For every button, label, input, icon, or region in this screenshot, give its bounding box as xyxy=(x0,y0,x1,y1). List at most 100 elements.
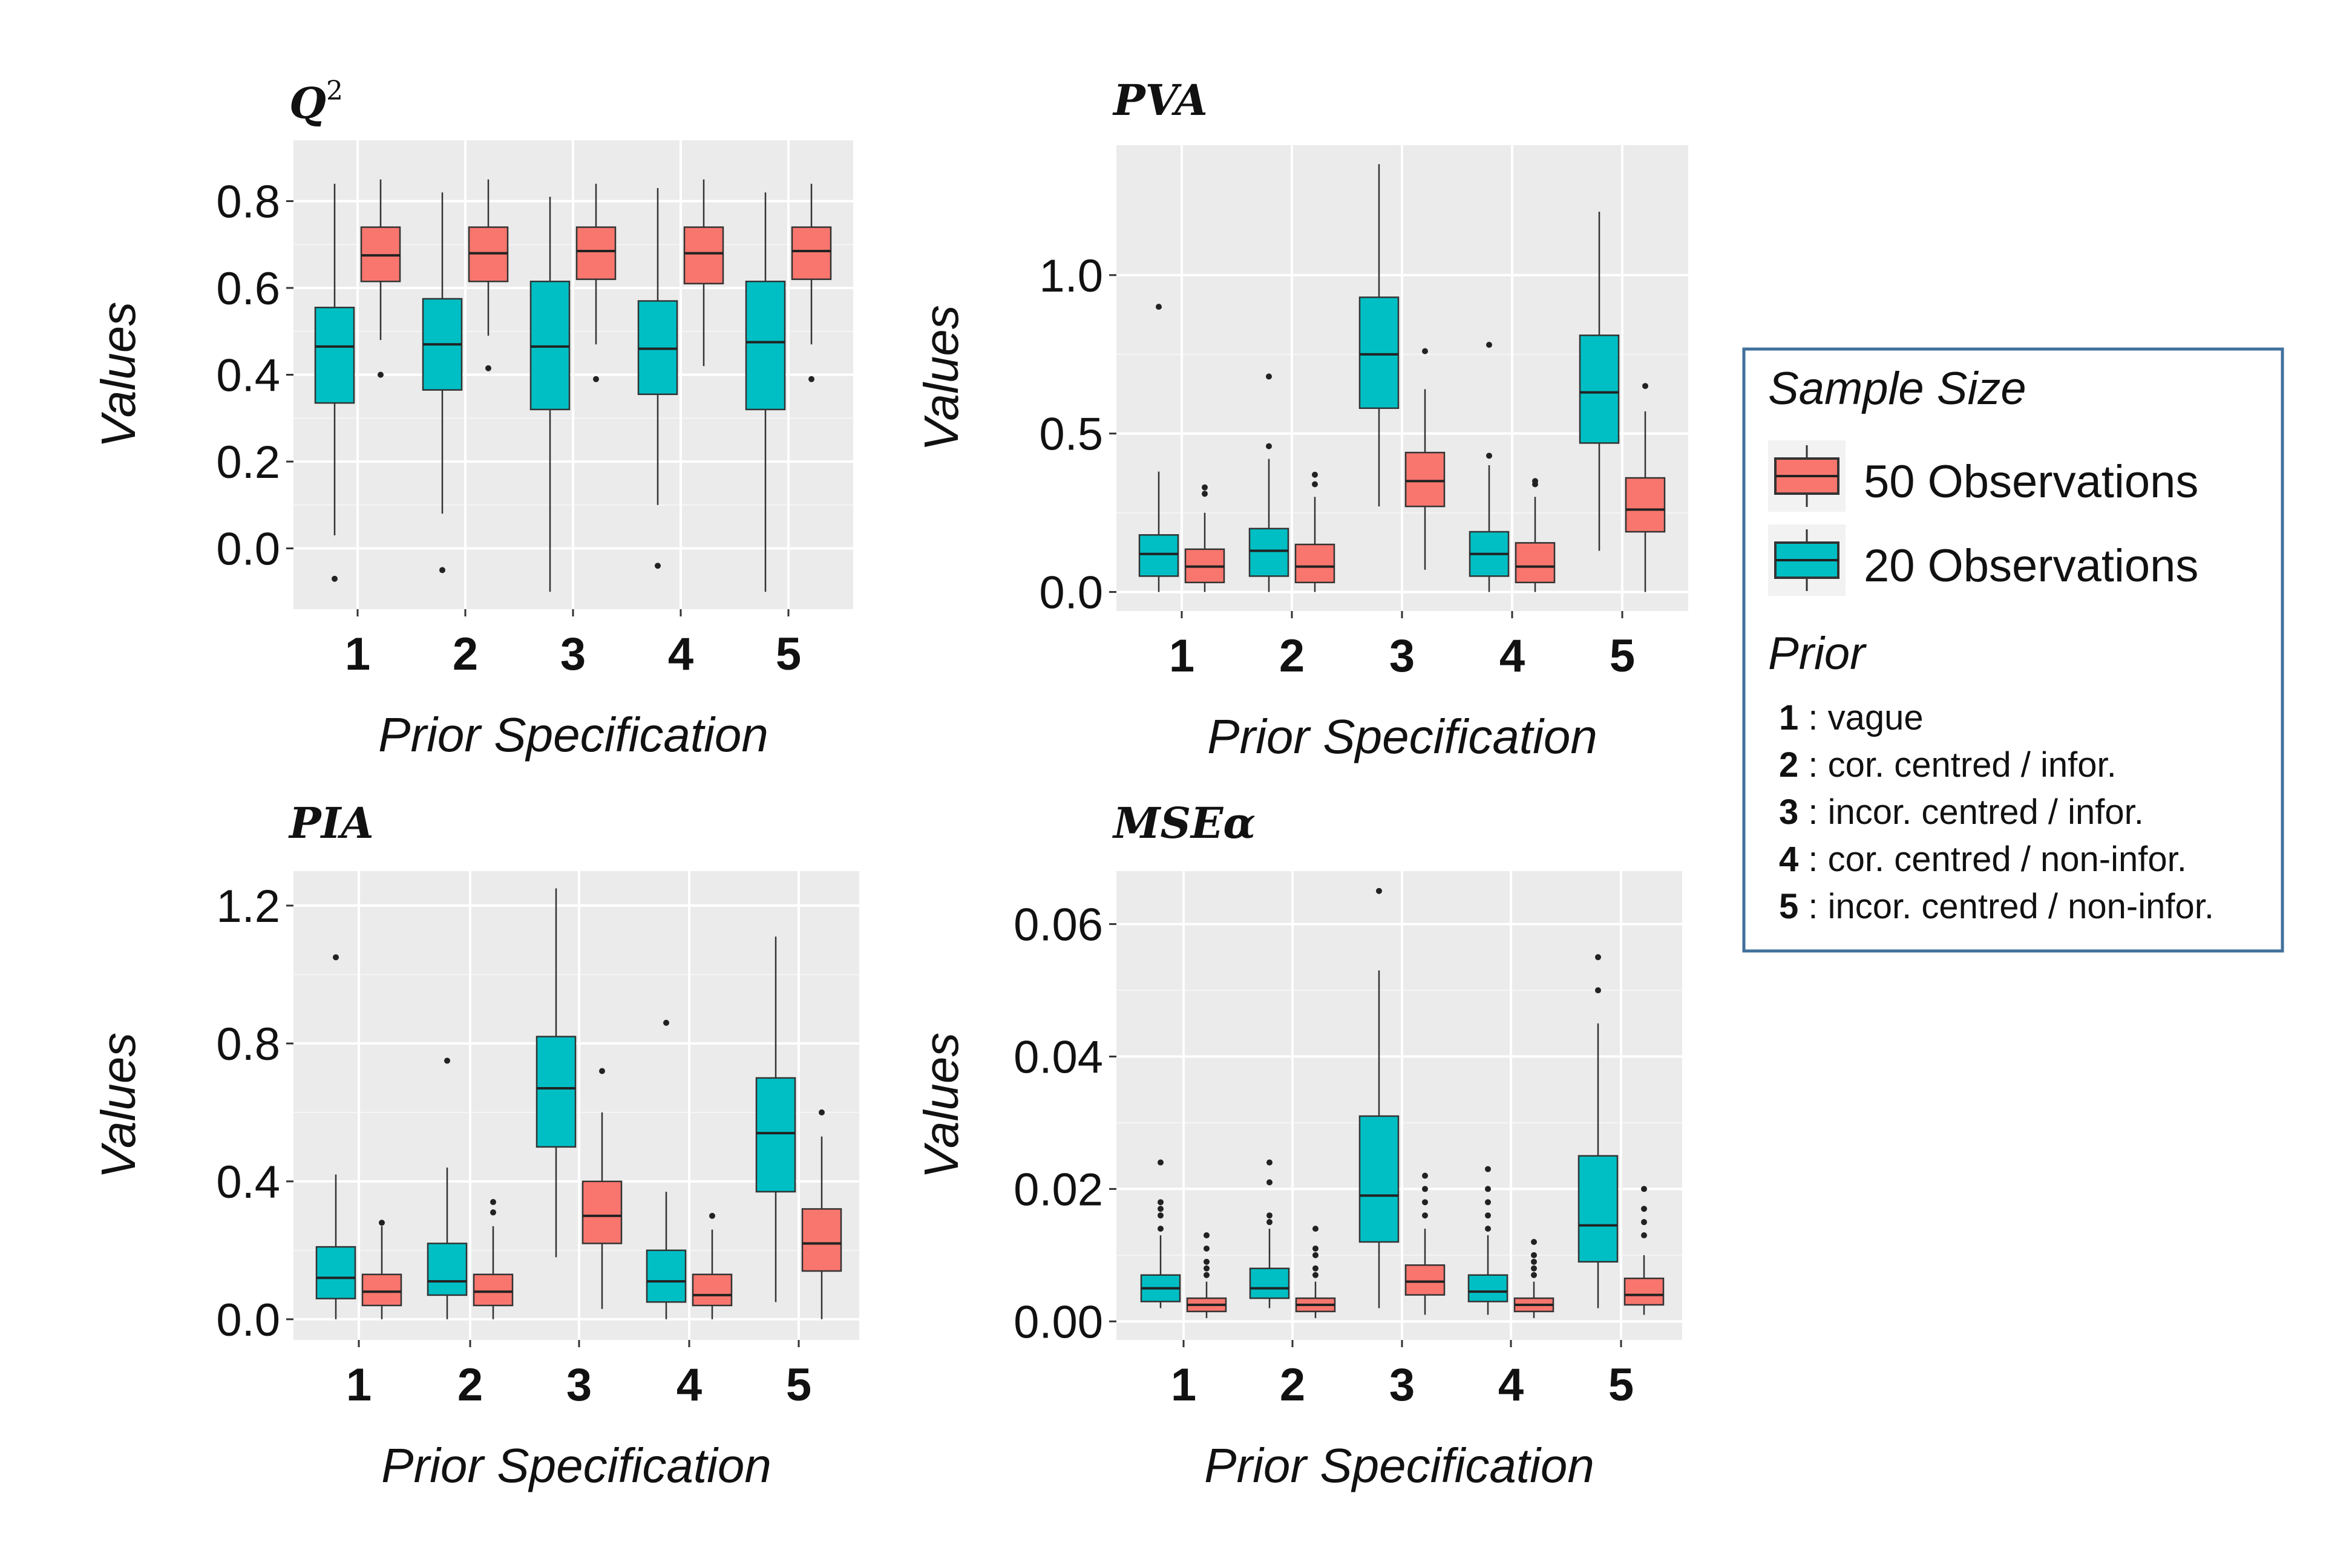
box-20obs-prior-1 xyxy=(314,183,355,582)
outlier-point xyxy=(1595,954,1601,961)
outlier-point xyxy=(1204,1258,1210,1265)
outlier-point xyxy=(1158,1226,1164,1232)
box-20obs-prior-3 xyxy=(1358,887,1400,1308)
outlier-point xyxy=(490,1199,496,1206)
box-20obs-prior-4 xyxy=(637,188,678,569)
chart-panel-2: 0.0 0.5 1.0 1 2 3 4 5 PVA Prior Specification Valu… xyxy=(914,75,1688,763)
outlier-point xyxy=(819,1109,825,1116)
box-body xyxy=(692,1273,733,1307)
y-tick-label: 0.8 xyxy=(216,1019,280,1070)
box-50obs-prior-4 xyxy=(1515,478,1556,592)
box-body xyxy=(683,226,724,285)
box-body xyxy=(1249,1267,1290,1299)
box-50obs-prior-3 xyxy=(1404,348,1446,570)
panel-title: Q2 xyxy=(289,76,343,128)
outlier-point xyxy=(1312,471,1318,478)
legend-title: Sample Size xyxy=(1768,363,2026,414)
outlier-point xyxy=(1486,452,1492,459)
box-body xyxy=(1579,335,1620,444)
box-20obs-prior-5 xyxy=(1579,212,1620,551)
x-tick-label: 5 xyxy=(1610,630,1635,682)
box-body xyxy=(646,1249,687,1303)
x-tick-label: 1 xyxy=(346,1359,372,1411)
y-tick-label: 0.04 xyxy=(1014,1031,1103,1083)
outlier-point xyxy=(1312,481,1318,488)
box-20obs-prior-3 xyxy=(1358,164,1400,507)
box-50obs-prior-4 xyxy=(683,179,724,367)
y-axis-label: Values xyxy=(914,1033,968,1179)
x-tick-label: 5 xyxy=(786,1359,811,1411)
panel-title-text: MSEα xyxy=(1112,798,1256,848)
outlier-point xyxy=(1641,1186,1647,1192)
outlier-point xyxy=(1485,1212,1491,1219)
x-tick-label: 5 xyxy=(1608,1359,1634,1411)
box-50obs-prior-4 xyxy=(1513,1238,1554,1318)
x-tick-label: 4 xyxy=(676,1359,702,1411)
outlier-point xyxy=(1204,1272,1210,1278)
y-axis-label: Values xyxy=(91,302,145,448)
outlier-point xyxy=(808,376,814,382)
box-50obs-prior-1 xyxy=(1186,1232,1227,1318)
outlier-point xyxy=(663,1019,669,1026)
x-tick-label: 3 xyxy=(566,1359,592,1411)
x-axis-label: Prior Specification xyxy=(1204,1439,1594,1492)
outlier-point xyxy=(1312,1265,1318,1272)
box-body xyxy=(745,280,786,411)
outlier-point xyxy=(1266,1159,1273,1166)
x-tick-label: 1 xyxy=(345,629,370,680)
outlier-point xyxy=(1532,478,1538,485)
box-20obs-prior-2 xyxy=(427,1057,468,1319)
x-tick-label: 4 xyxy=(1498,1359,1524,1411)
outlier-point xyxy=(1204,1265,1210,1272)
box-50obs-prior-3 xyxy=(1404,1172,1446,1315)
box-body xyxy=(536,1036,577,1148)
box-50obs-prior-2 xyxy=(468,179,509,371)
box-50obs-prior-5 xyxy=(801,1109,842,1319)
box-50obs-prior-2 xyxy=(1294,471,1335,592)
outlier-point xyxy=(379,1220,385,1226)
prior-item-4: 4 : cor. centred / non-infor. xyxy=(1779,840,2187,879)
outlier-point xyxy=(655,563,661,569)
x-tick-label: 2 xyxy=(453,629,478,680)
outlier-point xyxy=(1641,1219,1647,1226)
outlier-point xyxy=(1531,1252,1537,1258)
box-50obs-prior-1 xyxy=(1184,484,1225,592)
box-50obs-prior-2 xyxy=(473,1199,514,1319)
outlier-point xyxy=(1486,342,1492,348)
x-tick-label: 2 xyxy=(1279,630,1305,682)
legend-key-20obs xyxy=(1768,524,1846,596)
box-body xyxy=(1248,528,1289,577)
box-body xyxy=(581,1180,623,1244)
prior-title: Prior xyxy=(1768,628,1867,679)
outlier-point xyxy=(1422,1199,1428,1206)
panel-title-superscript: 2 xyxy=(326,76,343,106)
outlier-point xyxy=(1266,1212,1273,1219)
outlier-point xyxy=(1376,887,1382,894)
outlier-point xyxy=(1312,1226,1318,1232)
outlier-point xyxy=(1312,1272,1318,1278)
panel-title-text: PVA xyxy=(1112,75,1208,125)
box-body xyxy=(1138,534,1179,577)
y-tick-label: 0.0 xyxy=(1039,567,1103,619)
legend: Sample Size 50 Observations 20 Observati… xyxy=(1742,347,2284,953)
y-axis-label: Values xyxy=(914,305,968,451)
y-tick-label: 0.06 xyxy=(1014,900,1103,951)
outlier-point xyxy=(1266,1179,1273,1186)
legend-label-20: 20 Observations xyxy=(1864,540,2198,592)
outlier-point xyxy=(1485,1186,1491,1192)
y-tick-label: 0.0 xyxy=(216,1295,280,1346)
legend-label-50: 50 Observations xyxy=(1864,456,2198,508)
box-body xyxy=(1515,542,1556,584)
chart-panel-4: 0.00 0.02 0.04 0.06 1 2 3 4 5 MSEα Prior Specifica… xyxy=(914,798,1682,1492)
outlier-point xyxy=(1485,1226,1491,1232)
box-body xyxy=(315,1246,356,1299)
y-tick-label: 0.2 xyxy=(216,437,280,488)
outlier-point xyxy=(1156,304,1162,310)
y-tick-label: 0.4 xyxy=(216,350,280,402)
x-tick-label: 3 xyxy=(560,629,586,680)
box-body xyxy=(1623,1277,1665,1306)
box-body xyxy=(1404,451,1446,508)
outlier-point xyxy=(1312,1252,1318,1258)
x-tick-label: 1 xyxy=(1169,630,1194,682)
outlier-point xyxy=(1531,1258,1537,1265)
